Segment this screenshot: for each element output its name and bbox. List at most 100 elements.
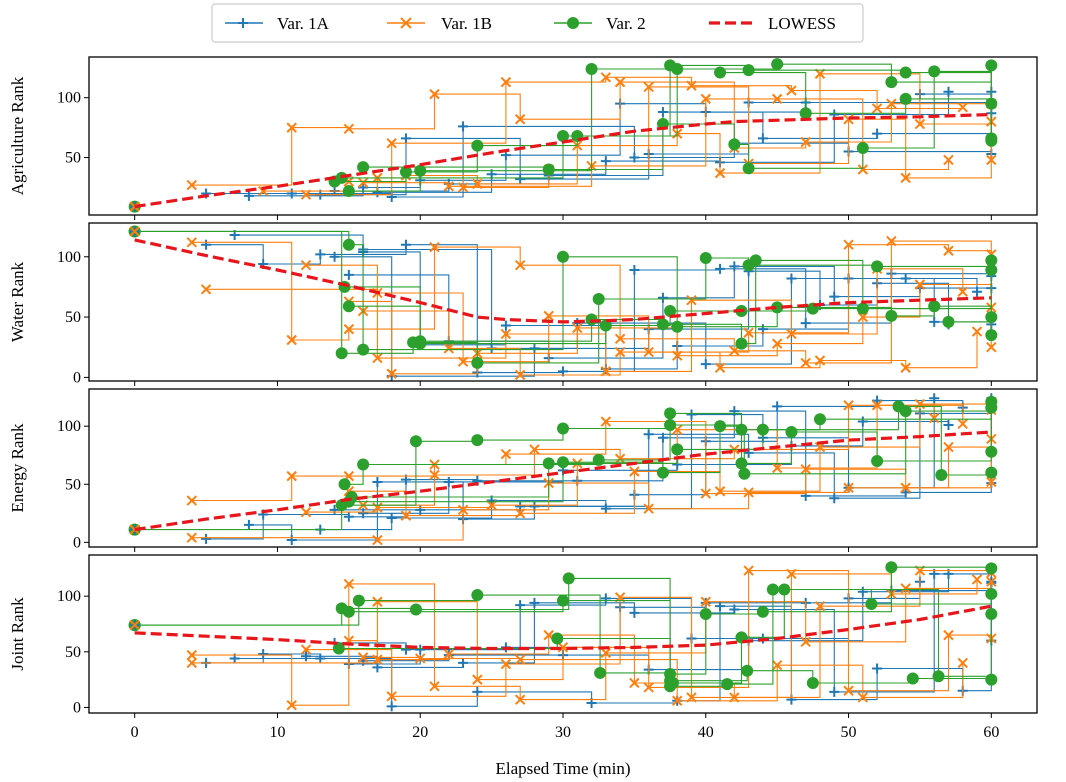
data-point-var-1a	[572, 318, 583, 329]
data-point-var-1b	[500, 76, 512, 88]
data-point-var-2	[664, 305, 677, 318]
data-point-var-2	[332, 642, 345, 655]
data-point-var-1b	[372, 352, 383, 364]
data-point-var-2	[338, 478, 351, 491]
data-point-var-2	[557, 456, 569, 469]
data-point-var-1b	[714, 167, 726, 179]
data-point-var-1b	[186, 649, 198, 661]
legend-entry-var-1b: Var. 1B	[387, 14, 492, 33]
y-tick-label: 50	[65, 309, 81, 326]
x-tick-label: 10	[269, 724, 285, 741]
series-line-var-1a	[363, 420, 950, 514]
data-point-var-2	[471, 139, 484, 152]
legend-marker-var-2	[567, 17, 579, 29]
data-point-var-1b	[914, 398, 926, 410]
data-point-var-2	[664, 419, 677, 432]
data-point-var-2	[865, 597, 878, 610]
data-point-var-1a	[900, 273, 911, 284]
data-point-var-1a	[600, 503, 611, 514]
data-point-var-1b	[472, 674, 483, 685]
data-point-var-2	[871, 260, 884, 273]
data-point-var-2	[806, 676, 819, 689]
data-point-var-1a	[772, 401, 783, 412]
data-point-var-1b	[814, 355, 826, 366]
data-point-var-2	[656, 466, 669, 479]
data-point-var-1a	[686, 409, 697, 420]
data-point-var-1b	[514, 114, 526, 125]
data-point-var-2	[664, 59, 677, 72]
data-point-var-2	[342, 185, 355, 198]
y-tick-label: 0	[73, 369, 81, 386]
data-point-var-2	[714, 420, 727, 433]
data-point-var-2	[785, 425, 798, 438]
data-point-var-1b	[943, 441, 954, 453]
data-point-var-1b	[600, 416, 612, 427]
legend-label-var-2: Var. 2	[606, 14, 646, 33]
data-point-var-2	[985, 264, 998, 277]
panel-data	[128, 58, 998, 213]
data-point-var-2	[551, 632, 564, 645]
data-point-var-1b	[500, 328, 512, 340]
data-point-var-2	[399, 165, 412, 178]
data-point-var-1b	[472, 178, 483, 190]
data-point-var-1b	[843, 239, 854, 250]
series-line-var-1b	[306, 76, 964, 196]
series-line-var-1b	[191, 409, 992, 502]
data-point-var-1a	[515, 600, 526, 611]
data-point-var-1a	[600, 156, 611, 167]
data-point-var-2	[542, 457, 555, 470]
x-tick-label: 50	[841, 724, 857, 741]
data-point-var-2	[714, 66, 727, 79]
data-point-var-1a	[301, 651, 312, 662]
data-point-var-2	[906, 672, 919, 685]
data-point-var-1b	[500, 658, 512, 670]
data-point-var-1b	[743, 327, 754, 338]
data-point-var-2	[728, 138, 741, 151]
data-point-var-1a	[829, 291, 840, 302]
data-point-var-1b	[415, 653, 426, 664]
lowess-curve	[134, 112, 992, 209]
data-point-var-2	[592, 453, 605, 466]
data-point-var-2	[771, 58, 784, 71]
data-point-var-2	[741, 664, 754, 677]
data-point-var-2	[856, 302, 869, 315]
data-point-var-2	[985, 329, 998, 342]
data-point-var-2	[935, 468, 948, 481]
data-point-var-1b	[643, 682, 654, 693]
data-point-var-2	[409, 603, 422, 616]
data-point-var-2	[985, 445, 998, 458]
data-point-var-1b	[943, 629, 954, 641]
data-point-var-2	[985, 466, 998, 479]
y-tick-label: 100	[57, 418, 81, 435]
data-point-var-1b	[543, 310, 554, 322]
data-point-var-2	[335, 347, 348, 360]
data-point-var-1b	[871, 103, 883, 114]
data-point-var-2	[557, 250, 569, 263]
series-line-var-2	[334, 63, 992, 183]
data-point-var-2	[357, 161, 370, 174]
data-point-var-1b	[457, 182, 469, 193]
data-point-var-2	[799, 107, 812, 120]
data-point-var-2	[557, 422, 569, 435]
data-point-var-1b	[429, 241, 440, 253]
y-axis-title: Energy Rank	[8, 423, 27, 512]
data-point-var-2	[892, 400, 905, 413]
data-point-var-1a	[729, 604, 740, 615]
data-point-var-1b	[957, 102, 968, 113]
panel-joint-rank: 0 50 100 Joint Rank	[8, 554, 1038, 718]
data-point-var-1b	[957, 657, 968, 669]
data-point-var-1b	[971, 574, 983, 585]
data-point-var-1a	[929, 316, 940, 327]
data-point-var-1a	[472, 686, 483, 697]
data-point-var-1a	[729, 261, 740, 272]
y-tick-label: 100	[57, 588, 81, 605]
start-point	[129, 201, 140, 212]
data-point-var-2	[585, 62, 598, 75]
data-point-var-1b	[786, 328, 797, 340]
data-point-var-1b	[300, 506, 312, 518]
data-point-var-2	[414, 164, 427, 177]
data-point-var-1a	[258, 649, 269, 660]
data-point-var-1b	[529, 444, 540, 455]
data-point-var-2	[985, 587, 998, 600]
data-point-var-1b	[186, 179, 198, 191]
